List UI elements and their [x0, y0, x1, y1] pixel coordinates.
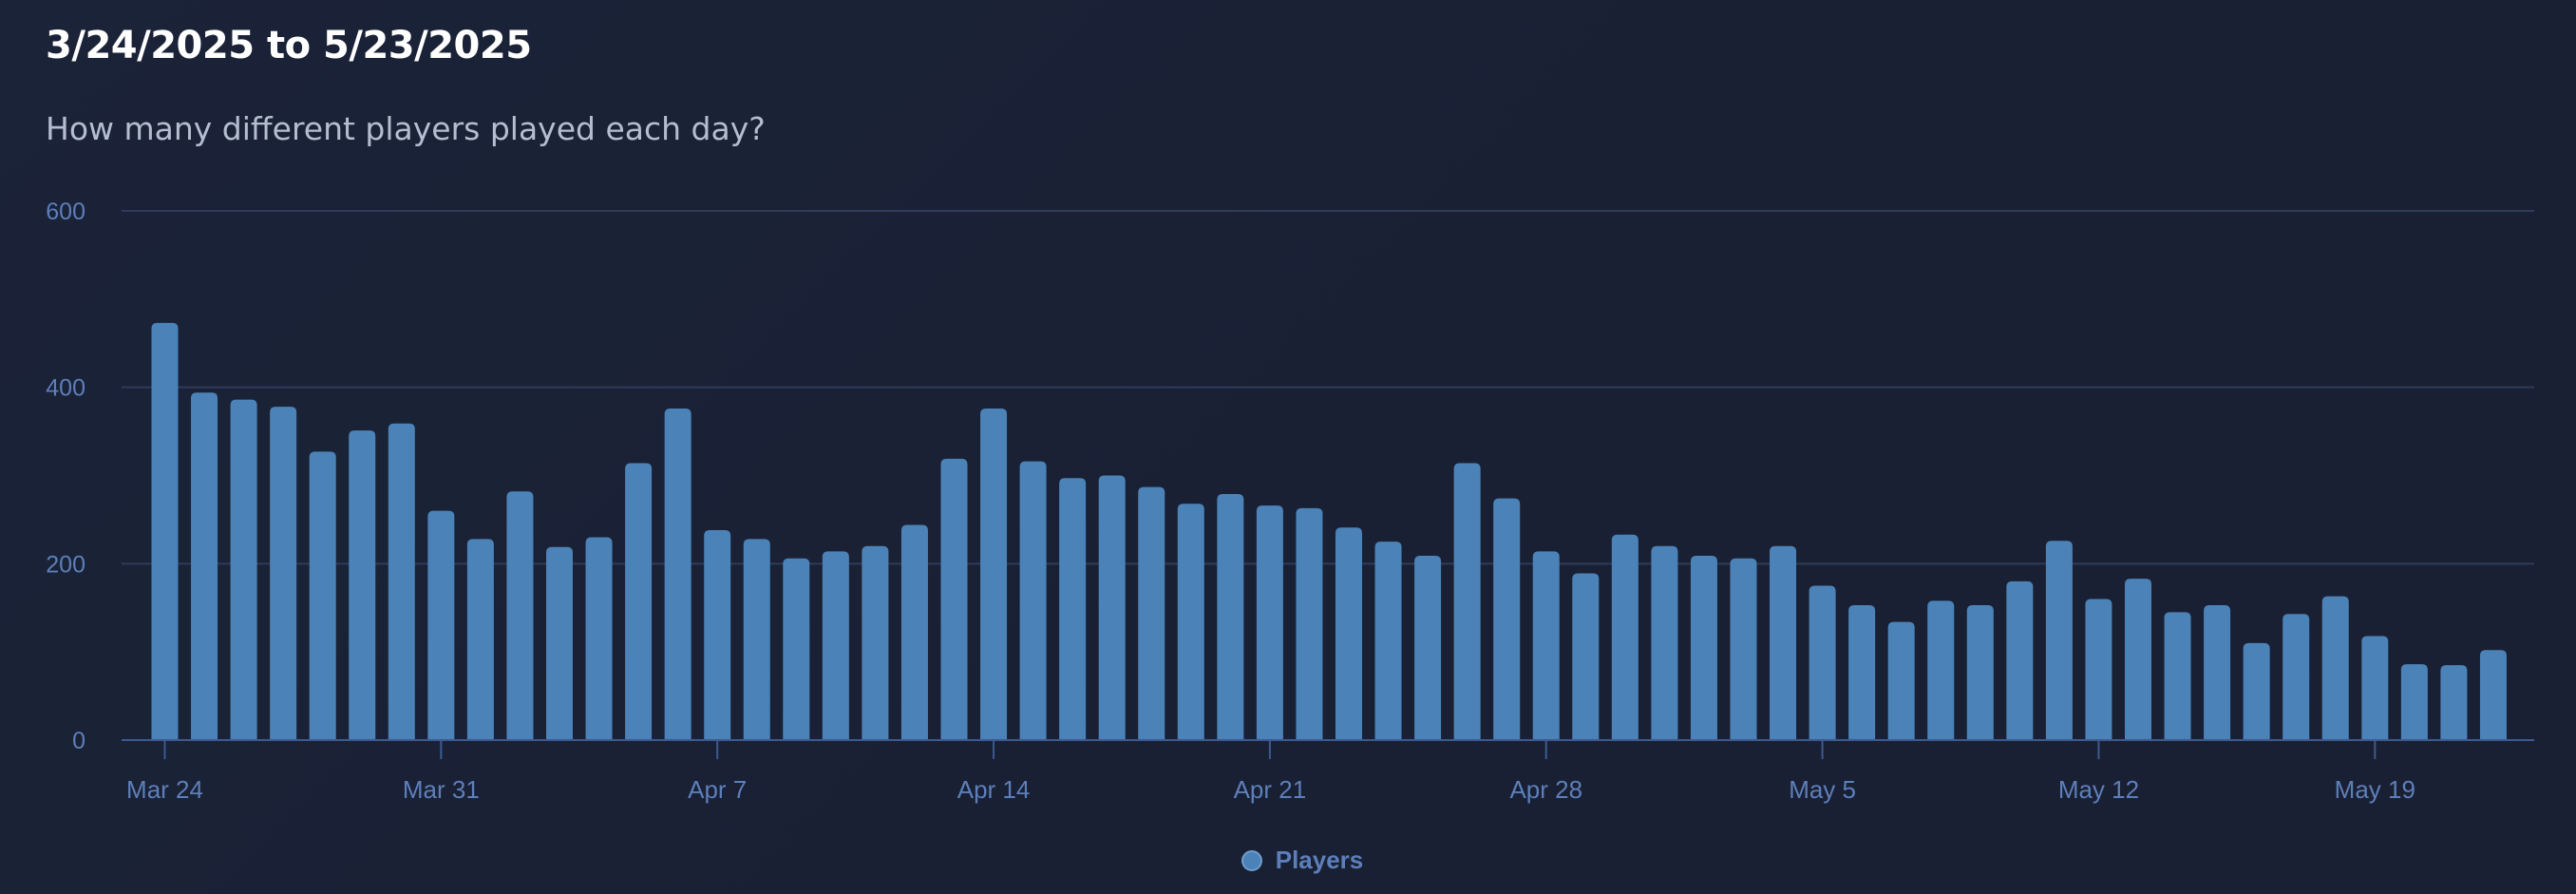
bar[interactable] — [743, 539, 770, 740]
bar[interactable] — [1059, 478, 1087, 740]
x-tick-label: May 19 — [2335, 775, 2415, 804]
legend-item-players[interactable]: Players — [1241, 846, 1364, 875]
bar[interactable] — [2045, 541, 2073, 740]
bar[interactable] — [1651, 545, 1678, 740]
bar[interactable] — [1532, 551, 1560, 740]
bar[interactable] — [1809, 585, 1836, 740]
bar[interactable] — [980, 408, 1008, 740]
bar[interactable] — [862, 545, 889, 740]
bar[interactable] — [2006, 580, 2034, 740]
legend: Players — [0, 846, 2576, 875]
bar[interactable] — [900, 524, 928, 740]
bar[interactable] — [270, 407, 297, 740]
bar[interactable] — [1256, 505, 1283, 740]
bar[interactable] — [1374, 542, 1402, 740]
bar[interactable] — [2440, 665, 2468, 740]
bar[interactable] — [704, 530, 731, 740]
bar[interactable] — [466, 539, 494, 740]
x-tick-label: Apr 14 — [957, 775, 1031, 804]
bar[interactable] — [2164, 612, 2191, 740]
bar[interactable] — [2321, 596, 2349, 740]
y-tick-label: 200 — [46, 551, 85, 578]
bar[interactable] — [309, 451, 336, 740]
x-tick-label: Mar 24 — [126, 775, 203, 804]
bar[interactable] — [230, 399, 257, 740]
legend-label: Players — [1275, 846, 1364, 874]
bar[interactable] — [151, 322, 179, 740]
legend-swatch-icon — [1241, 849, 1262, 871]
bar[interactable] — [1730, 558, 1757, 740]
y-tick-label: 0 — [72, 728, 85, 754]
x-axis: Mar 24 Mar 31 Apr 7 Apr 14 Apr 21 Apr 28 May 5… — [122, 739, 2534, 804]
bar[interactable] — [625, 463, 653, 740]
x-tick-label: Mar 31 — [403, 775, 480, 804]
bar[interactable] — [388, 423, 415, 740]
bar[interactable] — [1177, 504, 1204, 740]
chart-title: 3/24/2025 to 5/23/2025 — [46, 24, 532, 67]
bar[interactable] — [664, 408, 691, 740]
bar[interactable] — [1098, 475, 1126, 741]
x-tick-label: Apr 7 — [688, 775, 747, 804]
bar[interactable] — [1770, 545, 1797, 740]
y-axis: 0 200 400 600 — [46, 199, 85, 754]
bar[interactable] — [1572, 573, 1600, 740]
bar[interactable] — [546, 546, 573, 740]
bar[interactable] — [1335, 527, 1362, 740]
bar[interactable] — [1138, 486, 1165, 740]
bar[interactable] — [1966, 604, 1994, 740]
bar[interactable] — [1019, 461, 1047, 740]
bar[interactable] — [1927, 600, 1955, 740]
bar[interactable] — [2282, 614, 2310, 740]
y-tick-label: 400 — [46, 375, 85, 402]
bar[interactable] — [2085, 599, 2112, 740]
bar[interactable] — [2361, 636, 2389, 740]
bar[interactable] — [1217, 493, 1244, 740]
bar[interactable] — [2243, 642, 2270, 740]
bar[interactable] — [506, 491, 534, 740]
y-tick-label: 600 — [46, 199, 85, 225]
bar[interactable] — [1493, 498, 1521, 740]
bar[interactable] — [1848, 604, 1876, 740]
bar[interactable] — [585, 537, 613, 740]
bar[interactable] — [2479, 650, 2507, 740]
chart-subtitle: How many different players played each d… — [46, 110, 766, 147]
bar[interactable] — [1453, 463, 1481, 740]
bar[interactable] — [940, 458, 968, 740]
bar[interactable] — [191, 392, 218, 740]
bar[interactable] — [822, 551, 849, 740]
bar[interactable] — [783, 558, 810, 740]
bar[interactable] — [2204, 604, 2231, 740]
bar[interactable] — [2400, 664, 2428, 740]
grid-lines — [122, 210, 2534, 565]
bar[interactable] — [1611, 534, 1638, 740]
x-tick-label: May 5 — [1789, 775, 1856, 804]
bar[interactable] — [2125, 579, 2151, 740]
bar[interactable] — [1690, 555, 1717, 740]
bar[interactable] — [1296, 507, 1323, 740]
x-tick-label: Apr 21 — [1234, 775, 1307, 804]
bar-series[interactable] — [151, 322, 2507, 741]
x-tick-label: May 12 — [2058, 775, 2139, 804]
bar[interactable] — [427, 510, 455, 740]
bar[interactable] — [1414, 555, 1442, 740]
x-tick-label: Apr 28 — [1509, 775, 1582, 804]
bar[interactable] — [1887, 621, 1915, 740]
bar[interactable] — [349, 430, 376, 740]
